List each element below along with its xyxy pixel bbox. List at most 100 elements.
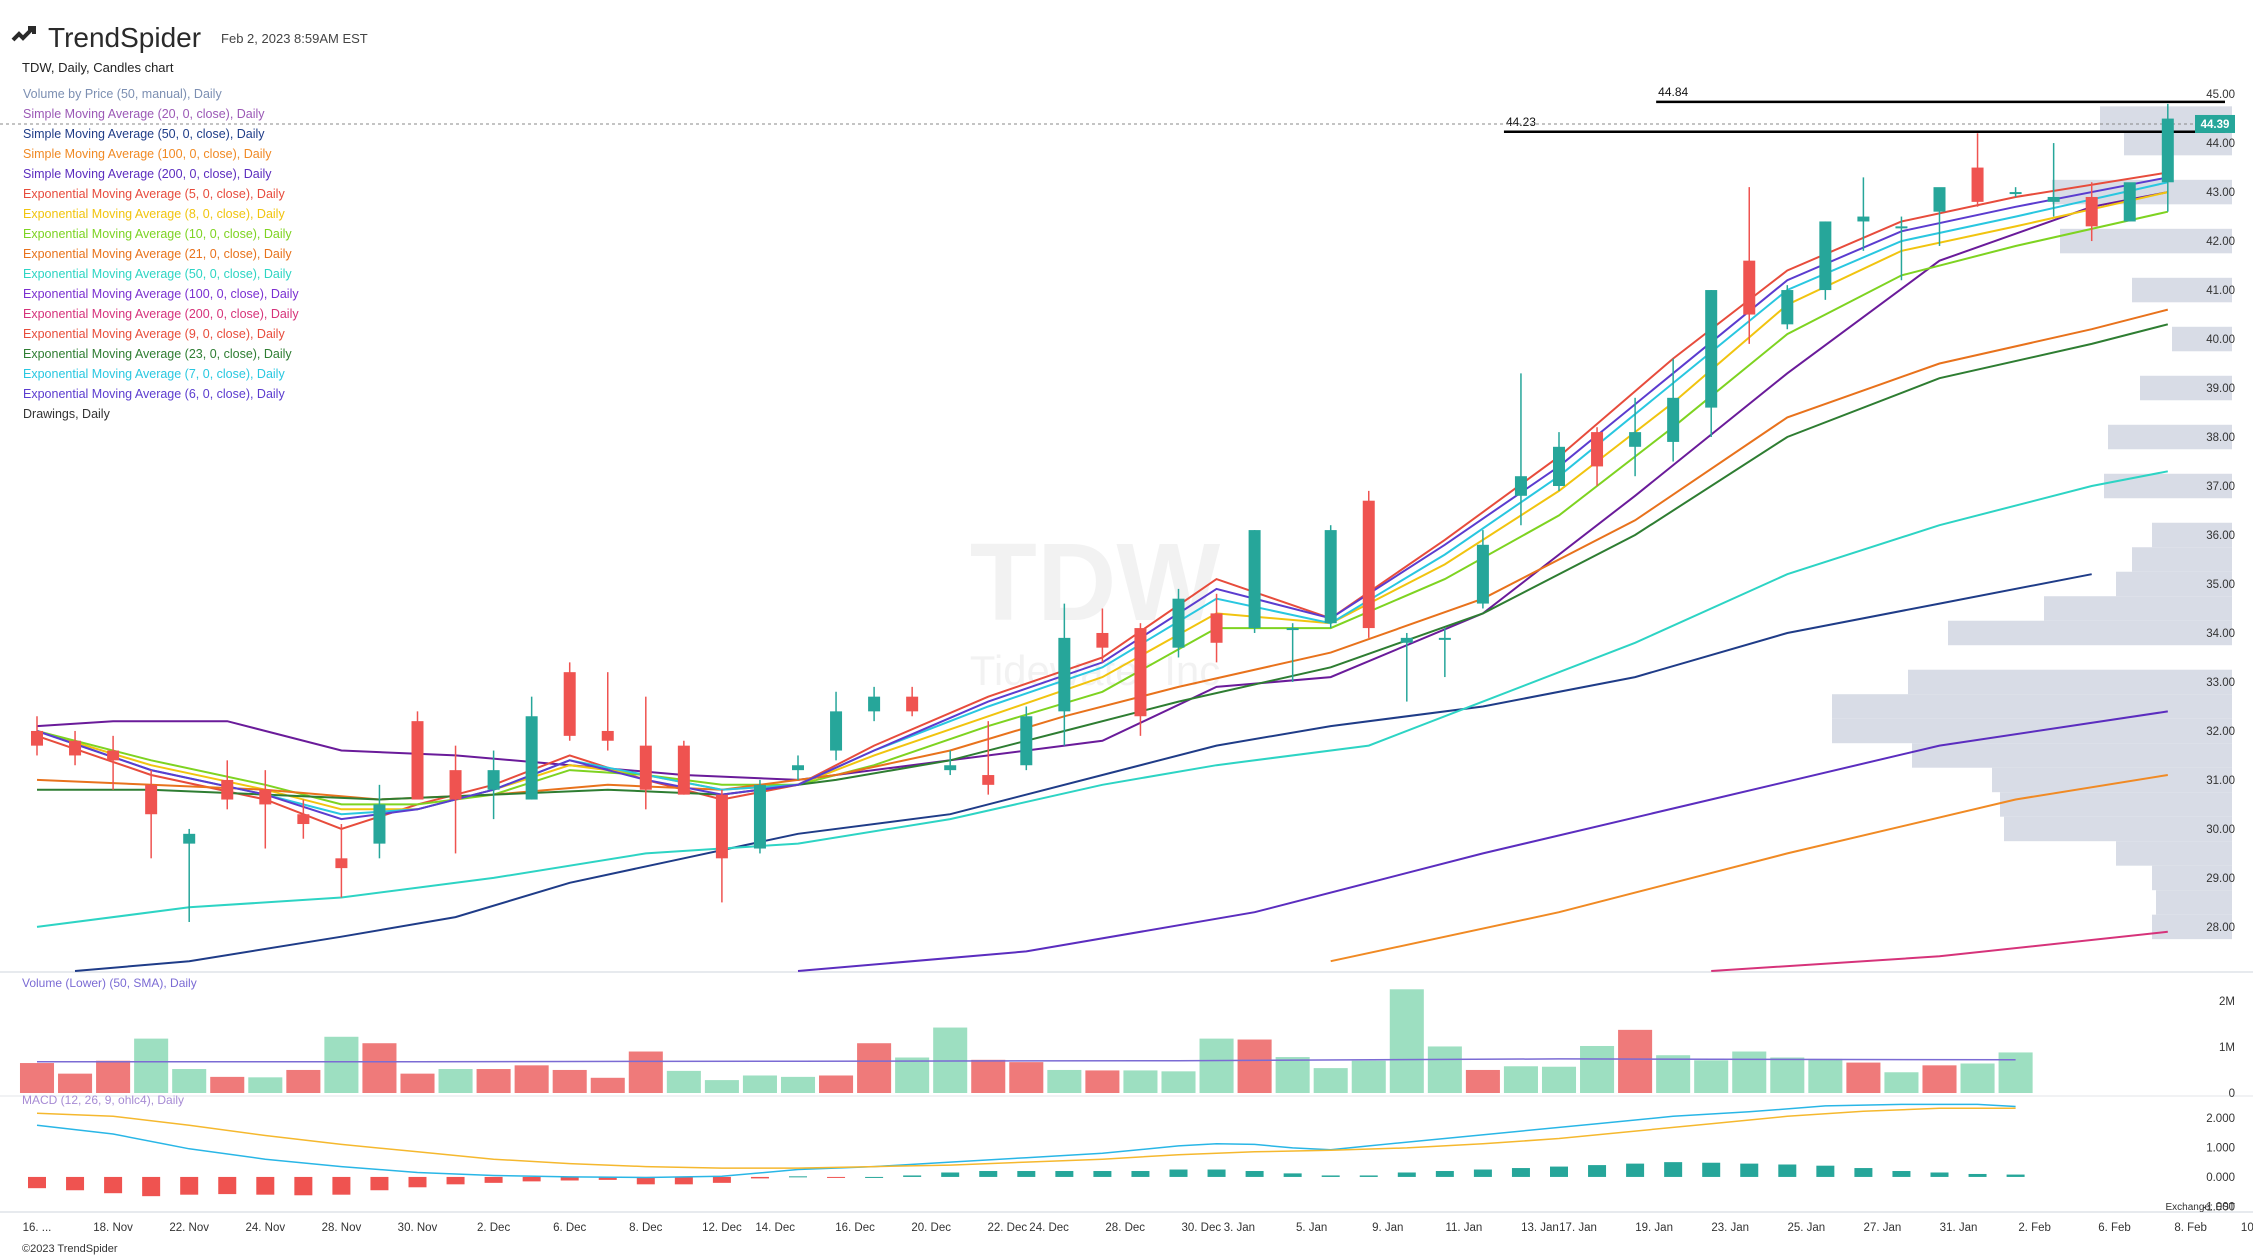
candle[interactable] xyxy=(1743,260,1756,315)
indicator-legend-item[interactable]: Exponential Moving Average (7, 0, close)… xyxy=(23,367,285,381)
candle[interactable] xyxy=(1134,628,1147,717)
candle[interactable] xyxy=(1210,613,1223,643)
candle[interactable] xyxy=(1172,598,1185,648)
candle[interactable] xyxy=(2161,118,2174,183)
candle[interactable] xyxy=(1058,637,1071,712)
candle[interactable] xyxy=(906,696,919,712)
price-tick-label: 35.00 xyxy=(2206,579,2235,591)
candle[interactable] xyxy=(1895,226,1908,229)
indicator-legend-item[interactable]: Exponential Moving Average (9, 0, close)… xyxy=(23,327,285,341)
chart-title: TDW, Daily, Candles chart xyxy=(22,60,174,75)
indicator-legend-item[interactable]: Drawings, Daily xyxy=(23,407,110,421)
candle[interactable] xyxy=(1514,476,1527,496)
candle[interactable] xyxy=(830,711,843,751)
candle[interactable] xyxy=(792,765,804,771)
candle[interactable] xyxy=(1020,716,1033,766)
candle[interactable] xyxy=(2123,182,2136,222)
indicator-legend-item[interactable]: Simple Moving Average (50, 0, close), Da… xyxy=(23,127,265,141)
candle[interactable] xyxy=(183,833,196,844)
time-tick-label: 30. Nov xyxy=(398,1222,438,1234)
indicator-legend-item[interactable]: Exponential Moving Average (10, 0, close… xyxy=(23,227,292,241)
candle[interactable] xyxy=(753,784,766,849)
candle[interactable] xyxy=(525,716,538,800)
candle[interactable] xyxy=(1476,544,1489,604)
volume-bar xyxy=(1846,1062,1881,1093)
candle[interactable] xyxy=(1857,216,1870,222)
volume-bar xyxy=(1618,1029,1653,1093)
candle[interactable] xyxy=(1324,530,1337,624)
indicator-legend-item[interactable]: Exponential Moving Average (100, 0, clos… xyxy=(23,287,299,301)
price-tick-label: 32.00 xyxy=(2206,726,2235,738)
candle[interactable] xyxy=(868,696,881,712)
last-price-badge xyxy=(2195,114,2235,133)
indicator-legend-item[interactable]: Simple Moving Average (20, 0, close), Da… xyxy=(23,107,265,121)
indicator-legend-item[interactable]: Exponential Moving Average (6, 0, close)… xyxy=(23,387,285,401)
candle[interactable] xyxy=(1248,530,1261,629)
candle[interactable] xyxy=(1667,397,1680,442)
candle[interactable] xyxy=(1819,221,1832,291)
candle[interactable] xyxy=(1781,290,1794,325)
moving-average-line[interactable] xyxy=(1711,930,2168,972)
candle[interactable] xyxy=(373,804,386,844)
candle[interactable] xyxy=(2009,192,2022,195)
candle[interactable] xyxy=(145,784,158,815)
candle[interactable] xyxy=(221,779,234,800)
candle[interactable] xyxy=(677,745,690,795)
candle[interactable] xyxy=(1553,446,1565,487)
candle[interactable] xyxy=(1971,167,1984,202)
candle[interactable] xyxy=(639,745,652,790)
macd-histogram-bar xyxy=(1435,1171,1454,1177)
indicator-legend-item[interactable]: Exponential Moving Average (23, 0, close… xyxy=(23,347,292,361)
candle[interactable] xyxy=(31,730,43,746)
indicator-legend-item[interactable]: Volume by Price (50, manual), Daily xyxy=(23,87,222,101)
candle[interactable] xyxy=(449,770,462,800)
candle[interactable] xyxy=(335,858,348,869)
candle[interactable] xyxy=(715,794,728,859)
indicator-legend-item[interactable]: Exponential Moving Average (21, 0, close… xyxy=(23,247,292,261)
time-tick-label: 16. ... xyxy=(23,1222,52,1234)
candle[interactable] xyxy=(69,740,82,756)
indicator-legend-item[interactable]: Exponential Moving Average (50, 0, close… xyxy=(23,267,292,281)
candle[interactable] xyxy=(2047,196,2060,202)
volume-bar xyxy=(1085,1070,1120,1093)
candle[interactable] xyxy=(1400,637,1413,643)
indicator-legend-item[interactable]: Exponential Moving Average (8, 0, close)… xyxy=(23,207,285,221)
candle[interactable] xyxy=(1629,432,1642,447)
moving-average-line[interactable] xyxy=(797,710,2168,972)
candle[interactable] xyxy=(1362,500,1375,629)
indicator-legend-item[interactable]: Exponential Moving Average (200, 0, clos… xyxy=(23,307,299,321)
candle[interactable] xyxy=(107,750,120,761)
time-tick-label: 30. Dec xyxy=(1182,1222,1222,1234)
candle[interactable] xyxy=(487,770,500,790)
candle[interactable] xyxy=(1933,187,1946,212)
volume-bar xyxy=(210,1076,245,1093)
indicator-legend-item[interactable]: Exponential Moving Average (5, 0, close)… xyxy=(23,187,285,201)
price-tick-label: 40.00 xyxy=(2206,334,2235,346)
moving-average-line[interactable] xyxy=(1330,774,2168,963)
candle[interactable] xyxy=(297,814,310,825)
candle[interactable] xyxy=(2085,196,2098,227)
candle[interactable] xyxy=(944,765,957,771)
candle[interactable] xyxy=(1096,632,1109,648)
indicator-legend-item[interactable]: Simple Moving Average (100, 0, close), D… xyxy=(23,147,272,161)
moving-average-line[interactable] xyxy=(74,573,2092,972)
candle[interactable] xyxy=(982,775,995,785)
time-tick-label: 23. Jan xyxy=(1711,1222,1749,1234)
candle[interactable] xyxy=(563,672,576,736)
candle[interactable] xyxy=(1591,432,1604,467)
volume-bar xyxy=(400,1073,435,1093)
candle[interactable] xyxy=(259,789,272,805)
moving-average-line[interactable] xyxy=(36,470,2168,928)
candle[interactable] xyxy=(1286,628,1299,631)
moving-average-line[interactable] xyxy=(37,323,2169,801)
candle[interactable] xyxy=(1705,290,1718,408)
macd-histogram-bar xyxy=(560,1176,579,1181)
indicator-legend-item[interactable]: Simple Moving Average (200, 0, close), D… xyxy=(23,167,272,181)
candle[interactable] xyxy=(411,721,424,800)
macd-histogram-bar xyxy=(2006,1174,2025,1177)
candle[interactable] xyxy=(1438,637,1451,640)
vbp-bar xyxy=(1948,620,2232,646)
candle[interactable] xyxy=(601,730,614,741)
vbp-bar xyxy=(1992,767,2232,793)
